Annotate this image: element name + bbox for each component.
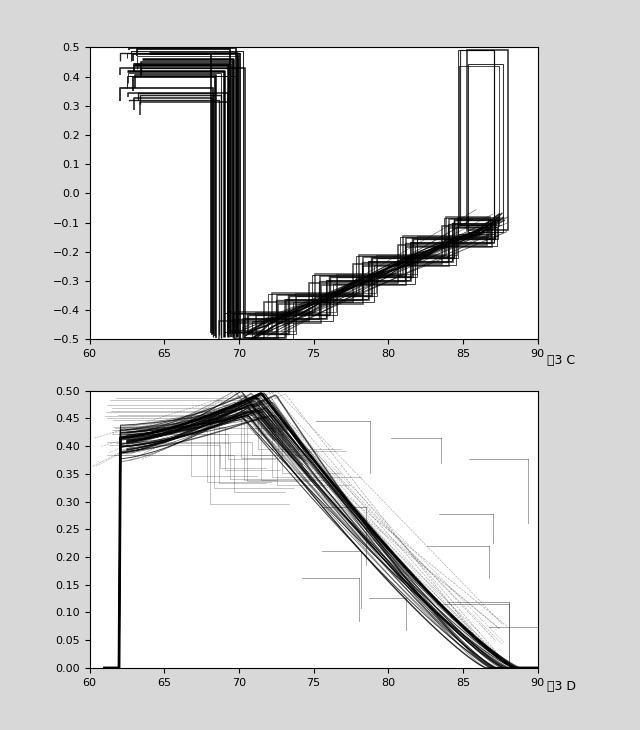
Bar [454, 219, 495, 238]
Bar [376, 255, 417, 274]
Bar [442, 226, 487, 245]
Text: 図3 D: 図3 D [547, 680, 576, 694]
Bar [449, 228, 492, 247]
Bar [406, 247, 449, 266]
Bar [359, 255, 403, 274]
Bar [413, 239, 454, 258]
Bar [369, 261, 410, 280]
Bar [277, 295, 320, 314]
Bar [268, 294, 312, 313]
Bar [467, 50, 508, 230]
Bar [320, 276, 363, 295]
Bar [415, 245, 456, 264]
Bar [371, 257, 412, 276]
Bar [410, 242, 452, 261]
Bar [403, 236, 446, 255]
Bar [285, 299, 326, 318]
Bar [459, 66, 499, 226]
Bar [368, 261, 410, 280]
Bar [410, 242, 452, 261]
Bar [405, 242, 448, 261]
Bar [364, 266, 406, 285]
Bar [233, 318, 276, 337]
Bar [458, 220, 498, 239]
Bar [452, 223, 494, 242]
Bar [288, 295, 330, 314]
Bar [235, 323, 278, 342]
Bar [412, 238, 454, 257]
Bar [330, 276, 371, 295]
Bar [246, 314, 288, 333]
Bar [337, 277, 377, 296]
Bar [330, 277, 372, 296]
Bar [321, 285, 364, 304]
Bar [316, 274, 359, 293]
Bar [457, 218, 497, 237]
Bar [362, 261, 405, 280]
Bar [456, 226, 497, 245]
Bar [336, 274, 376, 293]
Bar [458, 50, 494, 234]
Bar [411, 243, 452, 262]
Bar [228, 312, 272, 331]
Bar [243, 318, 284, 337]
Bar [319, 280, 362, 299]
Bar [417, 237, 457, 256]
Bar [308, 283, 353, 302]
Bar [278, 304, 321, 323]
Bar [243, 318, 285, 337]
Bar [454, 220, 495, 239]
Bar [417, 239, 458, 258]
Bar [220, 321, 264, 340]
Bar [264, 302, 308, 321]
Bar [406, 238, 449, 257]
Bar [372, 258, 413, 277]
Bar [333, 283, 374, 302]
Bar [284, 299, 326, 318]
Bar [446, 217, 490, 236]
Bar [234, 314, 277, 333]
Bar [449, 219, 492, 238]
Bar [312, 275, 356, 294]
Bar [252, 321, 292, 340]
Bar [244, 319, 285, 338]
Bar [296, 296, 337, 315]
Text: 図3 C: 図3 C [547, 354, 575, 367]
Bar [225, 313, 268, 332]
Bar [276, 299, 319, 318]
Bar [328, 281, 369, 300]
Bar [326, 280, 369, 299]
Bar [452, 224, 494, 243]
Bar [377, 258, 417, 277]
Bar [255, 312, 295, 331]
Bar [401, 237, 444, 256]
Bar [256, 315, 296, 334]
Bar [326, 280, 368, 299]
Bar [363, 257, 406, 276]
Bar [374, 264, 415, 283]
Bar [248, 315, 289, 334]
Bar [353, 264, 398, 283]
Bar [285, 300, 328, 319]
Bar [272, 293, 316, 312]
Bar [292, 302, 333, 321]
Bar [468, 64, 503, 231]
Bar [369, 262, 411, 281]
Bar [452, 223, 494, 242]
Bar [448, 223, 491, 242]
Bar [444, 218, 488, 237]
Bar [289, 296, 330, 315]
Bar [356, 256, 401, 275]
Bar [398, 245, 442, 264]
Bar [460, 50, 494, 226]
Bar [295, 293, 336, 312]
